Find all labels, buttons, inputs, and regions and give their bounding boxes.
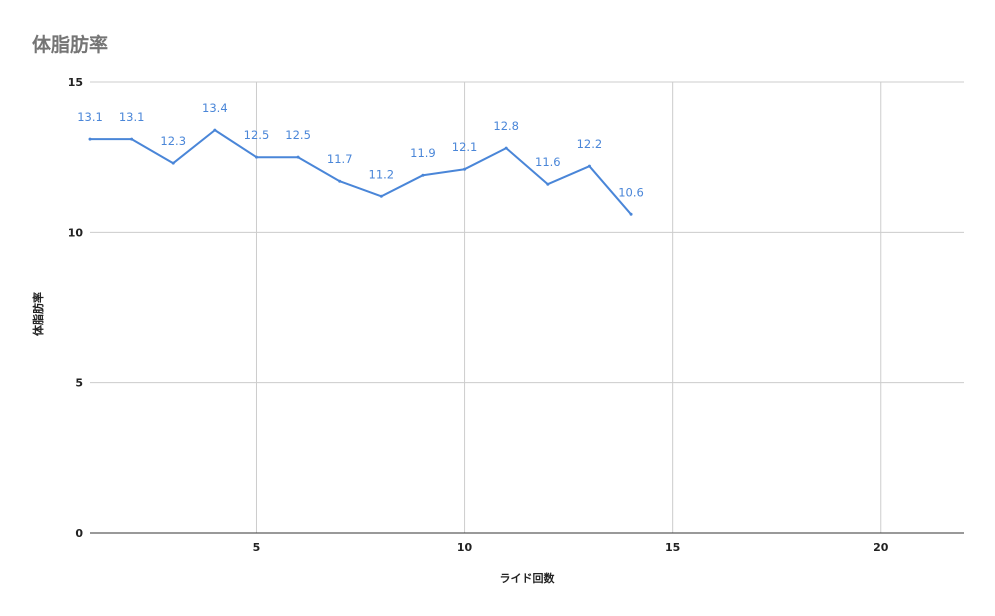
data-point [296, 155, 300, 159]
series-group [88, 128, 633, 216]
y-axis-title: 体脂肪率 [31, 292, 45, 336]
data-point [463, 167, 467, 171]
data-point [338, 179, 342, 183]
data-label: 11.2 [369, 167, 395, 181]
y-tick-label: 0 [75, 527, 83, 540]
x-tick-label: 15 [665, 541, 680, 554]
grid-lines [90, 81, 964, 533]
series-line [90, 129, 632, 215]
data-point [254, 155, 258, 159]
data-point [546, 182, 550, 186]
data-label: 12.5 [285, 128, 311, 142]
data-point [130, 137, 134, 141]
x-tick-label: 20 [873, 541, 889, 554]
data-point [379, 194, 383, 198]
data-point [629, 212, 633, 216]
data-label: 12.8 [493, 119, 519, 133]
x-tick-label: 5 [253, 541, 261, 554]
data-point [171, 161, 175, 165]
data-label: 11.7 [327, 152, 353, 166]
tick-labels: 0 5 10 15 5 10 15 20 [68, 76, 889, 554]
data-point [421, 173, 425, 177]
data-label: 12.1 [452, 140, 478, 154]
data-label: 10.6 [618, 185, 644, 199]
chart-title: 体脂肪率 [32, 34, 109, 56]
data-point [504, 146, 508, 150]
data-labels: 13.1 13.1 12.3 13.4 12.5 12.5 11.7 11.2 11.9 12.1… [77, 101, 644, 199]
data-label: 12.5 [244, 128, 270, 142]
x-tick-label: 10 [457, 541, 473, 554]
data-point [88, 137, 92, 141]
data-point [587, 164, 591, 168]
y-tick-label: 5 [75, 377, 83, 390]
data-label: 12.3 [160, 134, 186, 148]
data-label: 13.4 [202, 101, 228, 115]
y-tick-label: 10 [68, 226, 84, 239]
y-tick-label: 15 [68, 76, 83, 89]
data-point [213, 128, 217, 132]
data-label: 13.1 [77, 110, 103, 124]
data-label: 11.6 [535, 155, 561, 169]
data-label: 12.2 [577, 137, 603, 151]
data-label: 11.9 [410, 146, 436, 160]
x-axis-title: ライド回数 [500, 571, 556, 585]
data-label: 13.1 [119, 110, 145, 124]
